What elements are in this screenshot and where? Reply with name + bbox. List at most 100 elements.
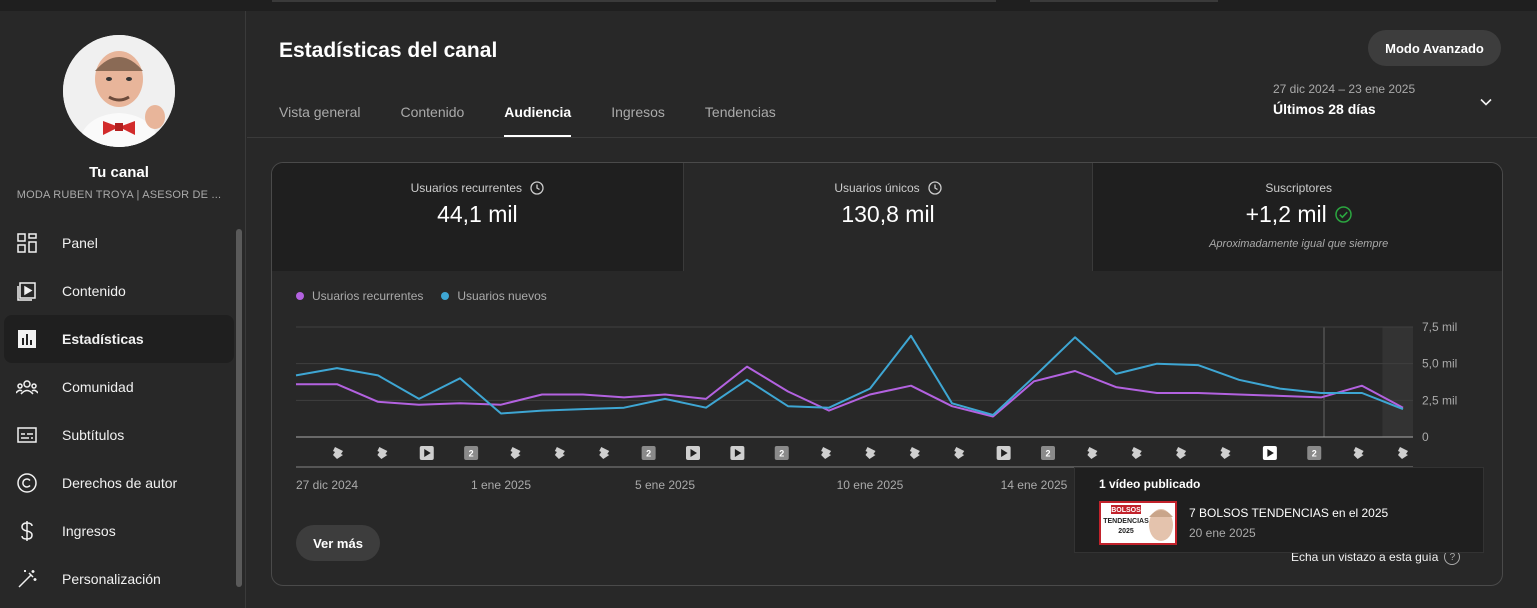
- date-period-label[interactable]: Últimos 28 días: [1273, 101, 1376, 117]
- clock-icon: [530, 181, 544, 195]
- y-tick-label: 5,0 mil: [1422, 357, 1457, 371]
- shorts-icon: [1398, 447, 1408, 459]
- dashboard-icon: [16, 232, 38, 254]
- thumb-text: TENDENCIAS: [1103, 518, 1149, 525]
- legend-label: Usuarios nuevos: [457, 289, 547, 303]
- legend-dot: [441, 292, 450, 300]
- multi-upload-count: 2: [1045, 449, 1050, 459]
- tab-ingresos[interactable]: Ingresos: [611, 104, 665, 120]
- audience-line-chart[interactable]: 7,5 mil 5,0 mil 2,5 mil 0 2 2 2 2 2 27 dic 2024 1 …: [272, 313, 1503, 513]
- sidebar-item-ingresos[interactable]: Ingresos: [4, 507, 234, 555]
- tab-tendencias[interactable]: Tendencias: [704, 104, 776, 120]
- video-thumbnail-art: BOLSOS TENDENCIAS 2025: [1101, 503, 1175, 543]
- series-line-returning: [296, 365, 1404, 418]
- magic-wand-icon: [16, 568, 38, 590]
- thumb-text: BOLSOS: [1111, 507, 1141, 514]
- date-range-text[interactable]: 27 dic 2024 – 23 ene 2025: [1273, 82, 1416, 96]
- see-more-button[interactable]: Ver más: [296, 525, 380, 561]
- series-line-new: [295, 334, 1404, 416]
- sidebar-item-label: Contenido: [62, 283, 126, 299]
- metric-value: +1,2 mil: [1245, 201, 1327, 227]
- copyright-icon: [16, 472, 38, 494]
- shorts-icon: [1220, 447, 1231, 459]
- sidebar-item-personalizacion[interactable]: Personalización: [4, 555, 234, 603]
- sidebar-item-label: Panel: [62, 235, 98, 251]
- sidebar-item-label: Comunidad: [62, 379, 134, 395]
- sidebar-item-label: Ingresos: [62, 523, 116, 539]
- channel-title: Tu canal: [89, 164, 149, 181]
- play-icon: [1267, 449, 1274, 457]
- subtitles-icon: [16, 424, 38, 446]
- content-icon: [16, 280, 38, 302]
- channel-name: MODA RUBEN TROYA | ASESOR DE ...: [16, 189, 222, 201]
- sidebar: Tu canal MODA RUBEN TROYA | ASESOR DE ..…: [0, 11, 246, 608]
- tab-contenido[interactable]: Contenido: [400, 104, 465, 120]
- tooltip-title: 1 vídeo publicado: [1099, 477, 1201, 491]
- metric-value: 130,8 mil: [841, 201, 935, 227]
- sidebar-item-panel[interactable]: Panel: [4, 219, 234, 267]
- community-icon: [16, 376, 38, 398]
- multi-upload-icon-bg: [774, 446, 789, 460]
- multi-upload-icon-bg: [1307, 446, 1322, 460]
- metrics-row: Usuarios recurrentes 44,1 mil Usuarios ú…: [272, 163, 1502, 271]
- play-icon: [734, 449, 742, 457]
- search-bar-edge: [272, 0, 996, 2]
- play-icon: [1001, 449, 1008, 457]
- legend-label: Usuarios recurrentes: [312, 289, 424, 303]
- sidebar-item-label: Estadísticas: [62, 331, 144, 347]
- shorts-icon: [865, 447, 876, 459]
- clock-icon: [928, 181, 942, 195]
- chevron-down-icon[interactable]: [1478, 94, 1494, 110]
- shorts-icon: [333, 447, 343, 459]
- metric-returning-viewers[interactable]: Usuarios recurrentes 44,1 mil: [272, 163, 683, 271]
- legend-dot: [296, 292, 304, 300]
- published-video-tooltip: 1 vídeo publicado BOLSOS TENDENCIAS 2025…: [1074, 467, 1484, 553]
- shorts-icon: [510, 447, 521, 459]
- multi-upload-count: 2: [1312, 449, 1317, 459]
- metric-value: 44,1 mil: [437, 201, 518, 227]
- tooltip-video-title[interactable]: 7 BOLSOS TENDENCIAS en el 2025: [1189, 506, 1389, 520]
- sidebar-item-contenido[interactable]: Contenido: [4, 267, 234, 315]
- audience-card: Usuarios recurrentes 44,1 mil Usuarios ú…: [271, 162, 1503, 586]
- legend-item-new[interactable]: Usuarios nuevos: [441, 289, 547, 303]
- metric-label: Usuarios únicos: [834, 181, 920, 195]
- sidebar-item-comunidad[interactable]: Comunidad: [4, 363, 234, 411]
- multi-upload-count: 2: [469, 449, 474, 459]
- y-tick-label: 2,5 mil: [1422, 393, 1457, 407]
- shorts-icon: [909, 447, 920, 459]
- sidebar-scrollbar[interactable]: [236, 229, 242, 587]
- multi-upload-count: 2: [646, 449, 651, 459]
- sidebar-item-label: Derechos de autor: [62, 475, 178, 491]
- shorts-icon: [954, 447, 965, 459]
- shorts-icon: [821, 447, 832, 459]
- metric-subscribers[interactable]: Suscriptores +1,2 mil Aproximadamente ig…: [1093, 163, 1502, 271]
- multi-upload-icon-bg: [464, 446, 479, 460]
- avatar-image: [63, 35, 175, 147]
- sidebar-item-derechos-de-autor[interactable]: Derechos de autor: [4, 459, 234, 507]
- shorts-icon: [554, 447, 565, 459]
- sidebar-item-estadisticas[interactable]: Estadísticas: [4, 315, 234, 363]
- legend-item-returning[interactable]: Usuarios recurrentes: [296, 289, 423, 303]
- video-thumbnail[interactable]: BOLSOS TENDENCIAS 2025: [1099, 501, 1177, 545]
- x-tick-label: 14 ene 2025: [1001, 478, 1068, 492]
- dollar-icon: [16, 520, 38, 542]
- tab-audiencia[interactable]: Audiencia: [504, 104, 571, 137]
- metric-label-wrap: Suscriptores: [1093, 181, 1502, 195]
- sidebar-item-label: Subtítulos: [62, 427, 125, 443]
- header-divider: [247, 137, 1537, 138]
- metric-unique-viewers[interactable]: Usuarios únicos 130,8 mil: [682, 163, 1094, 271]
- metric-note: Aproximadamente igual que siempre: [1209, 238, 1389, 250]
- advanced-mode-button[interactable]: Modo Avanzado: [1368, 30, 1501, 66]
- tooltip-video-date: 20 ene 2025: [1189, 526, 1256, 540]
- metric-label-wrap: Usuarios recurrentes: [272, 181, 683, 195]
- thumb-text: 2025: [1118, 528, 1134, 535]
- page-title: Estadísticas del canal: [279, 39, 498, 62]
- tab-vista-general[interactable]: Vista general: [279, 104, 361, 120]
- y-tick-label: 0: [1422, 430, 1429, 444]
- x-tick-label: 10 ene 2025: [837, 478, 904, 492]
- avatar[interactable]: [63, 35, 175, 147]
- check-circle-icon: [1335, 206, 1352, 223]
- sidebar-item-subtitulos[interactable]: Subtítulos: [4, 411, 234, 459]
- x-tick-label: 1 ene 2025: [471, 478, 531, 492]
- sidebar-item-label: Personalización: [62, 571, 161, 587]
